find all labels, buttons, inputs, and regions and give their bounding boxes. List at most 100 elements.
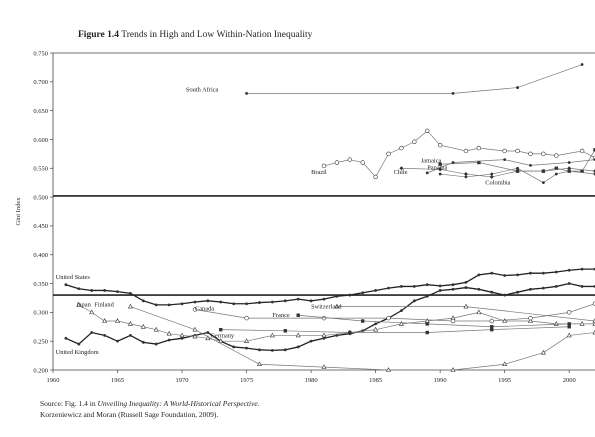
data-point [451, 287, 455, 291]
data-point [373, 326, 379, 332]
series-label-finland: Finland [94, 302, 114, 309]
data-point [244, 315, 249, 321]
y-tick-label: 0.600 [33, 137, 48, 144]
data-point [438, 289, 442, 292]
data-point [567, 325, 571, 329]
data-point [193, 300, 197, 304]
data-point [127, 303, 133, 309]
data-point [567, 169, 571, 173]
data-point [579, 321, 585, 326]
data-point [206, 299, 210, 303]
x-tick-label: 1960 [47, 377, 60, 384]
data-point [554, 172, 558, 176]
series-chile [399, 166, 595, 179]
data-point [567, 166, 572, 171]
x-tick-label: 1970 [176, 377, 189, 384]
data-point [283, 299, 287, 303]
series-south-africa [245, 63, 584, 95]
data-point [516, 273, 519, 277]
data-point [295, 332, 301, 338]
series-united-kingdom [64, 282, 595, 352]
data-point [516, 86, 519, 89]
y-tick-label: 0.300 [33, 310, 48, 317]
data-point [528, 151, 533, 157]
x-tick-label: 1980 [305, 377, 318, 384]
data-point [373, 174, 378, 180]
data-point [192, 307, 198, 312]
data-point [490, 172, 494, 176]
data-point [399, 145, 404, 151]
data-point [129, 334, 132, 337]
data-point [192, 326, 198, 332]
data-point [425, 128, 430, 134]
series-line [440, 167, 595, 184]
data-point [129, 291, 132, 295]
data-point [127, 321, 133, 326]
data-point [412, 285, 416, 288]
series-united-states [64, 267, 595, 307]
y-tick-label: 0.650 [33, 108, 48, 115]
data-point [527, 318, 533, 323]
x-tick-label: 1995 [498, 377, 511, 384]
data-point [386, 315, 391, 321]
data-point [245, 346, 248, 350]
data-point [321, 163, 327, 169]
data-point [567, 268, 571, 272]
series-canada [192, 301, 595, 324]
series-switzerland [334, 303, 595, 323]
data-point [450, 367, 456, 372]
data-point [192, 333, 198, 339]
data-point [283, 348, 287, 352]
data-point [245, 302, 248, 306]
data-point [270, 300, 274, 304]
data-point [361, 319, 365, 323]
data-point [347, 157, 353, 162]
data-point [477, 287, 481, 291]
y-tick-label: 0.200 [33, 367, 48, 374]
data-point [296, 313, 300, 317]
data-point [503, 158, 507, 162]
data-point [140, 323, 146, 329]
data-point [334, 303, 340, 309]
data-point [115, 318, 121, 323]
data-point [490, 325, 494, 329]
data-point [477, 160, 481, 165]
data-point [554, 285, 558, 288]
data-point [529, 271, 532, 275]
series-japan [76, 302, 595, 343]
data-point [437, 143, 443, 148]
data-point [450, 318, 456, 324]
x-tick-label: 2000 [563, 377, 576, 384]
data-point [580, 267, 584, 271]
gini-line-chart: 0.200 0.250 0.300 0.350 0.400 0.450 0.500 0.550… [15, 50, 595, 384]
data-point [490, 271, 494, 275]
data-point [180, 336, 184, 340]
data-point [451, 91, 455, 95]
data-point [502, 148, 507, 154]
data-point [567, 161, 571, 164]
data-point [580, 63, 584, 66]
data-point [540, 349, 546, 355]
data-point [232, 345, 236, 349]
data-point [503, 274, 507, 277]
data-point [567, 322, 571, 326]
y-tick-label: 0.350 [33, 281, 48, 288]
data-point [348, 293, 352, 297]
data-point [476, 145, 482, 151]
series-label-united-kingdom: United Kingdom [56, 349, 99, 356]
data-point [166, 330, 172, 336]
data-point [154, 303, 158, 307]
data-point [374, 322, 378, 326]
y-tick-label: 0.550 [33, 166, 48, 173]
data-point [476, 309, 482, 315]
x-tick-label: 1985 [369, 377, 382, 384]
y-tick-label: 0.250 [33, 338, 48, 345]
data-point [580, 169, 584, 173]
data-point [399, 166, 404, 171]
series-line [336, 306, 595, 322]
series-colombia [438, 166, 595, 185]
data-point [374, 289, 378, 292]
data-point [309, 299, 313, 303]
series-line [427, 159, 595, 174]
data-point [321, 315, 327, 321]
